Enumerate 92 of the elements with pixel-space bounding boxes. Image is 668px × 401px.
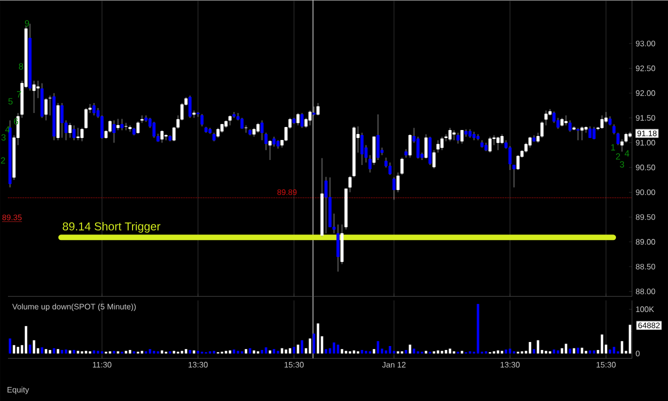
candlestick (152, 121, 156, 138)
candlestick (120, 118, 124, 130)
candlestick (312, 106, 316, 116)
candlestick (432, 150, 436, 169)
candlestick (232, 111, 236, 118)
candlestick (564, 114, 568, 126)
candlestick (388, 162, 392, 176)
candlestick (592, 126, 596, 140)
candlestick (68, 122, 72, 138)
candlestick (296, 112, 300, 126)
annotation: 1 (611, 144, 616, 150)
candlestick (92, 102, 96, 116)
candlestick (200, 113, 204, 126)
candlestick (568, 120, 572, 132)
candlestick (496, 136, 500, 150)
candlestick (228, 114, 232, 126)
text: 2 (0, 157, 6, 164)
candlestick (272, 136, 276, 147)
candlestick (316, 102, 320, 116)
annotation: 5 (8, 98, 13, 104)
candlestick (616, 132, 620, 146)
candlestick (160, 130, 164, 143)
candlestick (576, 127, 580, 140)
annotation: 2 (616, 153, 620, 160)
candlestick (140, 114, 144, 123)
candlestick (620, 138, 624, 152)
candlestick (408, 134, 412, 158)
annotation: 3 (620, 161, 624, 168)
candlestick (600, 114, 604, 129)
candlestick (84, 108, 88, 129)
candlestick (240, 117, 244, 129)
candlestick (528, 136, 532, 148)
candlestick (440, 136, 444, 150)
candlestick (172, 126, 176, 142)
candlestick (196, 111, 200, 118)
annotation: 9 (24, 20, 30, 26)
candlestick (580, 126, 584, 140)
candlestick (80, 127, 84, 142)
candlestick (72, 124, 76, 140)
candlestick (48, 95, 52, 116)
candlestick (424, 134, 428, 159)
candlestick (324, 176, 328, 234)
candlestick (508, 146, 512, 170)
candlestick (348, 175, 352, 192)
candlestick (300, 112, 304, 128)
candlestick (136, 120, 140, 134)
candlestick (404, 148, 408, 158)
candlestick (260, 120, 264, 140)
candlestick (308, 110, 312, 126)
candlestick (76, 127, 80, 140)
candlestick (192, 110, 196, 118)
candlestick (624, 132, 628, 143)
candlestick (112, 120, 116, 143)
candlestick (360, 132, 364, 166)
candlestick (128, 124, 132, 132)
candlestick (456, 132, 460, 144)
candlestick (516, 154, 520, 170)
candlestick (116, 118, 120, 130)
candlestick (584, 126, 588, 133)
candlestick (448, 127, 452, 142)
candlestick (588, 126, 592, 138)
candlestick (36, 80, 40, 98)
text: 3 (1, 134, 6, 140)
candlestick (60, 102, 64, 138)
candlestick (436, 140, 440, 153)
candlestick (164, 134, 168, 140)
candlestick (400, 157, 404, 176)
candlestick (44, 98, 48, 120)
candlestick (32, 80, 36, 114)
candlestick (188, 95, 192, 118)
ref-line-label: 89.14 Short Trigger (62, 222, 160, 232)
candlestick (264, 132, 268, 150)
candlestick (216, 127, 220, 138)
candlestick (376, 114, 380, 160)
annotation: 8 (18, 63, 24, 70)
candlestick (256, 122, 260, 133)
candlestick (512, 164, 516, 188)
candlestick (368, 154, 372, 173)
candlestick (444, 134, 448, 142)
candlestick (396, 172, 400, 192)
candlestick (544, 110, 548, 126)
candlestick (416, 136, 420, 159)
candlestick (336, 224, 340, 272)
candlestick (268, 140, 272, 160)
candlestick (488, 136, 492, 153)
candlestick (540, 120, 544, 138)
candlestick (460, 130, 464, 144)
candlestick (500, 134, 504, 144)
candlestick (392, 176, 396, 200)
candlestick (452, 130, 456, 140)
candlestick (612, 124, 616, 134)
annotation: 4 (624, 150, 630, 156)
